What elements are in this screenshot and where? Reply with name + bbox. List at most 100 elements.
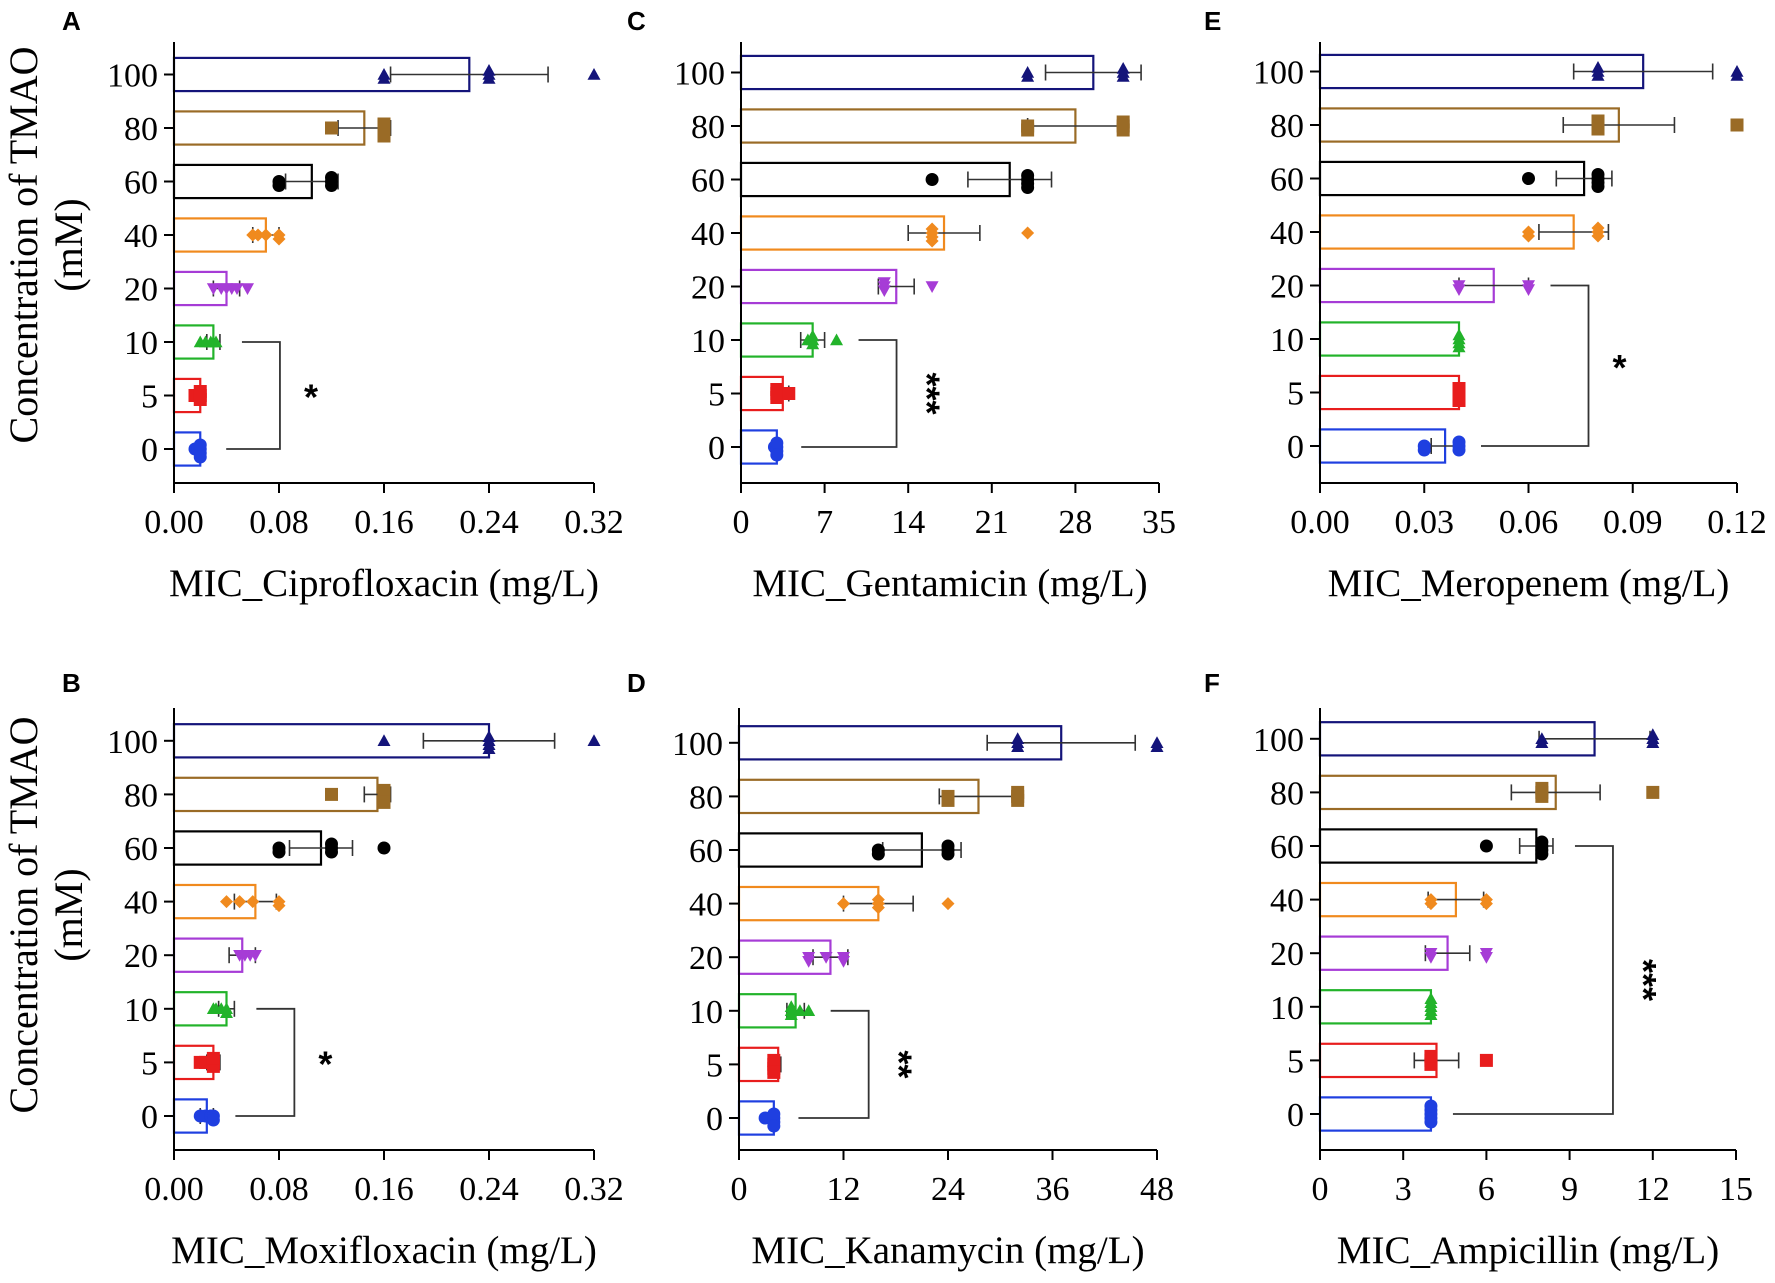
data-point <box>1535 736 1549 748</box>
x-axis-title: MIC_Gentamicin (mg/L) <box>752 562 1147 605</box>
data-point <box>587 68 601 80</box>
x-tick-label: 21 <box>975 504 1009 541</box>
y-tick-label: 80 <box>1270 775 1304 812</box>
data-point <box>325 121 338 135</box>
data-point <box>325 837 338 851</box>
data-point <box>1021 70 1035 82</box>
bar-20mM <box>739 268 898 305</box>
y-tick-label: 60 <box>1270 829 1304 866</box>
data-point <box>767 1119 781 1133</box>
data-point <box>1535 847 1549 861</box>
data-point <box>241 283 254 295</box>
data-point <box>209 335 223 348</box>
panel-D: D 0 5 10 20 40 60 80 100 0 12 24 36 48 MIC_Kanamycin (… <box>627 668 1174 1272</box>
data-point <box>377 117 391 131</box>
x-tick-label: 48 <box>1140 1171 1174 1208</box>
data-point <box>1452 382 1466 395</box>
y-tick-label: 10 <box>1270 322 1304 359</box>
data-point <box>1452 284 1466 296</box>
data-point <box>377 72 391 84</box>
y-tick-label: 20 <box>691 270 725 307</box>
data-point <box>793 1004 807 1016</box>
significance-label: * <box>304 377 318 418</box>
data-point <box>482 64 496 76</box>
significance-label: * <box>318 1043 332 1084</box>
y-tick-label: 5 <box>1287 376 1304 413</box>
y-tick-label: 100 <box>107 58 158 95</box>
data-point <box>802 1004 816 1016</box>
data-point <box>1730 69 1744 81</box>
data-point <box>1591 168 1605 181</box>
y-tick-label: 80 <box>124 777 158 814</box>
x-tick-label: 24 <box>931 1171 965 1208</box>
x-tick-label: 35 <box>1142 504 1176 541</box>
data-point <box>784 1000 798 1012</box>
panel-label: A <box>62 6 81 36</box>
data-point <box>1452 328 1466 341</box>
y-tick-label: 0 <box>141 432 158 469</box>
data-point <box>806 329 820 342</box>
data-point <box>1424 897 1438 911</box>
x-tick-label: 0.03 <box>1395 504 1455 541</box>
data-point <box>193 450 207 464</box>
y-axis-title-bottom-line1: Concentration of TMAO <box>1 717 46 1114</box>
data-point <box>587 734 601 746</box>
y-tick-label: 60 <box>691 163 725 200</box>
significance-label: *** <box>1623 959 1664 1001</box>
y-axis-title-bottom: Concentration of TMAO (mM) <box>1 717 91 1114</box>
data-point <box>941 897 955 911</box>
panel-C: C 0 5 10 20 40 60 80 100 0 7 14 21 28 35 MIC_Gentamicin… <box>627 6 1176 605</box>
data-point <box>770 436 784 450</box>
data-point <box>377 841 391 855</box>
data-point <box>806 337 820 350</box>
data-point <box>1591 221 1605 235</box>
data-point <box>1011 785 1025 799</box>
x-tick-label: 0.32 <box>564 504 624 541</box>
x-tick-label: 0.16 <box>354 504 414 541</box>
data-point <box>325 787 338 801</box>
x-tick-label: 14 <box>891 504 925 541</box>
panel-label: B <box>62 668 81 698</box>
data-point <box>1116 70 1130 82</box>
data-point <box>941 839 955 853</box>
data-point <box>193 385 207 398</box>
panel-A: A 0 5 10 20 40 60 80 100 0.00 0.08 0.16 0.24 0.32 MIC_… <box>62 6 624 605</box>
x-axis-title: MIC_Meropenem (mg/L) <box>1328 562 1730 605</box>
significance-bracket <box>1481 284 1590 447</box>
data-point <box>1424 952 1438 964</box>
x-tick-label: 12 <box>1636 1171 1670 1208</box>
y-axis-title-bottom-line2: (mM) <box>46 868 91 961</box>
y-tick-label: 100 <box>1253 722 1304 759</box>
data-point <box>941 793 955 807</box>
data-point <box>877 285 891 297</box>
x-tick-label: 0 <box>1312 1171 1329 1208</box>
y-tick-label: 20 <box>124 938 158 975</box>
x-tick-label: 0.08 <box>249 504 309 541</box>
x-tick-label: 3 <box>1395 1171 1412 1208</box>
y-axis-title-top-line2: (mM) <box>46 198 91 291</box>
panel-label: E <box>1204 6 1221 36</box>
y-tick-label: 80 <box>1270 108 1304 145</box>
y-tick-label: 5 <box>141 379 158 416</box>
data-point <box>830 333 844 346</box>
data-point <box>206 1051 220 1065</box>
significance-bracket <box>1452 845 1614 1115</box>
data-point <box>272 179 286 192</box>
data-point <box>377 734 391 746</box>
data-point <box>925 173 939 186</box>
data-point <box>837 956 850 968</box>
data-point <box>220 1006 233 1018</box>
y-tick-label: 60 <box>124 165 158 202</box>
significance-bracket <box>226 341 281 450</box>
x-tick-label: 7 <box>816 504 833 541</box>
data-point <box>206 1113 220 1127</box>
panel-B: B 0 5 10 20 40 60 80 100 0.00 0.08 0.16 0.24 0.32 MIC_… <box>62 668 624 1272</box>
data-point <box>1116 115 1130 129</box>
y-tick-label: 20 <box>124 272 158 309</box>
data-point <box>1021 169 1035 182</box>
x-tick-label: 0.24 <box>459 504 519 541</box>
data-point <box>1522 284 1535 296</box>
y-tick-label: 20 <box>1270 269 1304 306</box>
